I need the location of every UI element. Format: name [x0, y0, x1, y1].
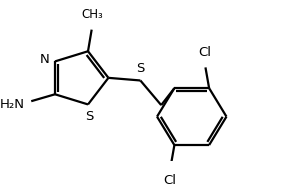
Text: Cl: Cl: [198, 46, 211, 59]
Text: N: N: [40, 53, 50, 66]
Text: Cl: Cl: [163, 174, 176, 186]
Text: H₂N: H₂N: [0, 98, 25, 111]
Text: S: S: [136, 62, 145, 75]
Text: CH₃: CH₃: [82, 8, 104, 21]
Text: S: S: [85, 110, 93, 124]
